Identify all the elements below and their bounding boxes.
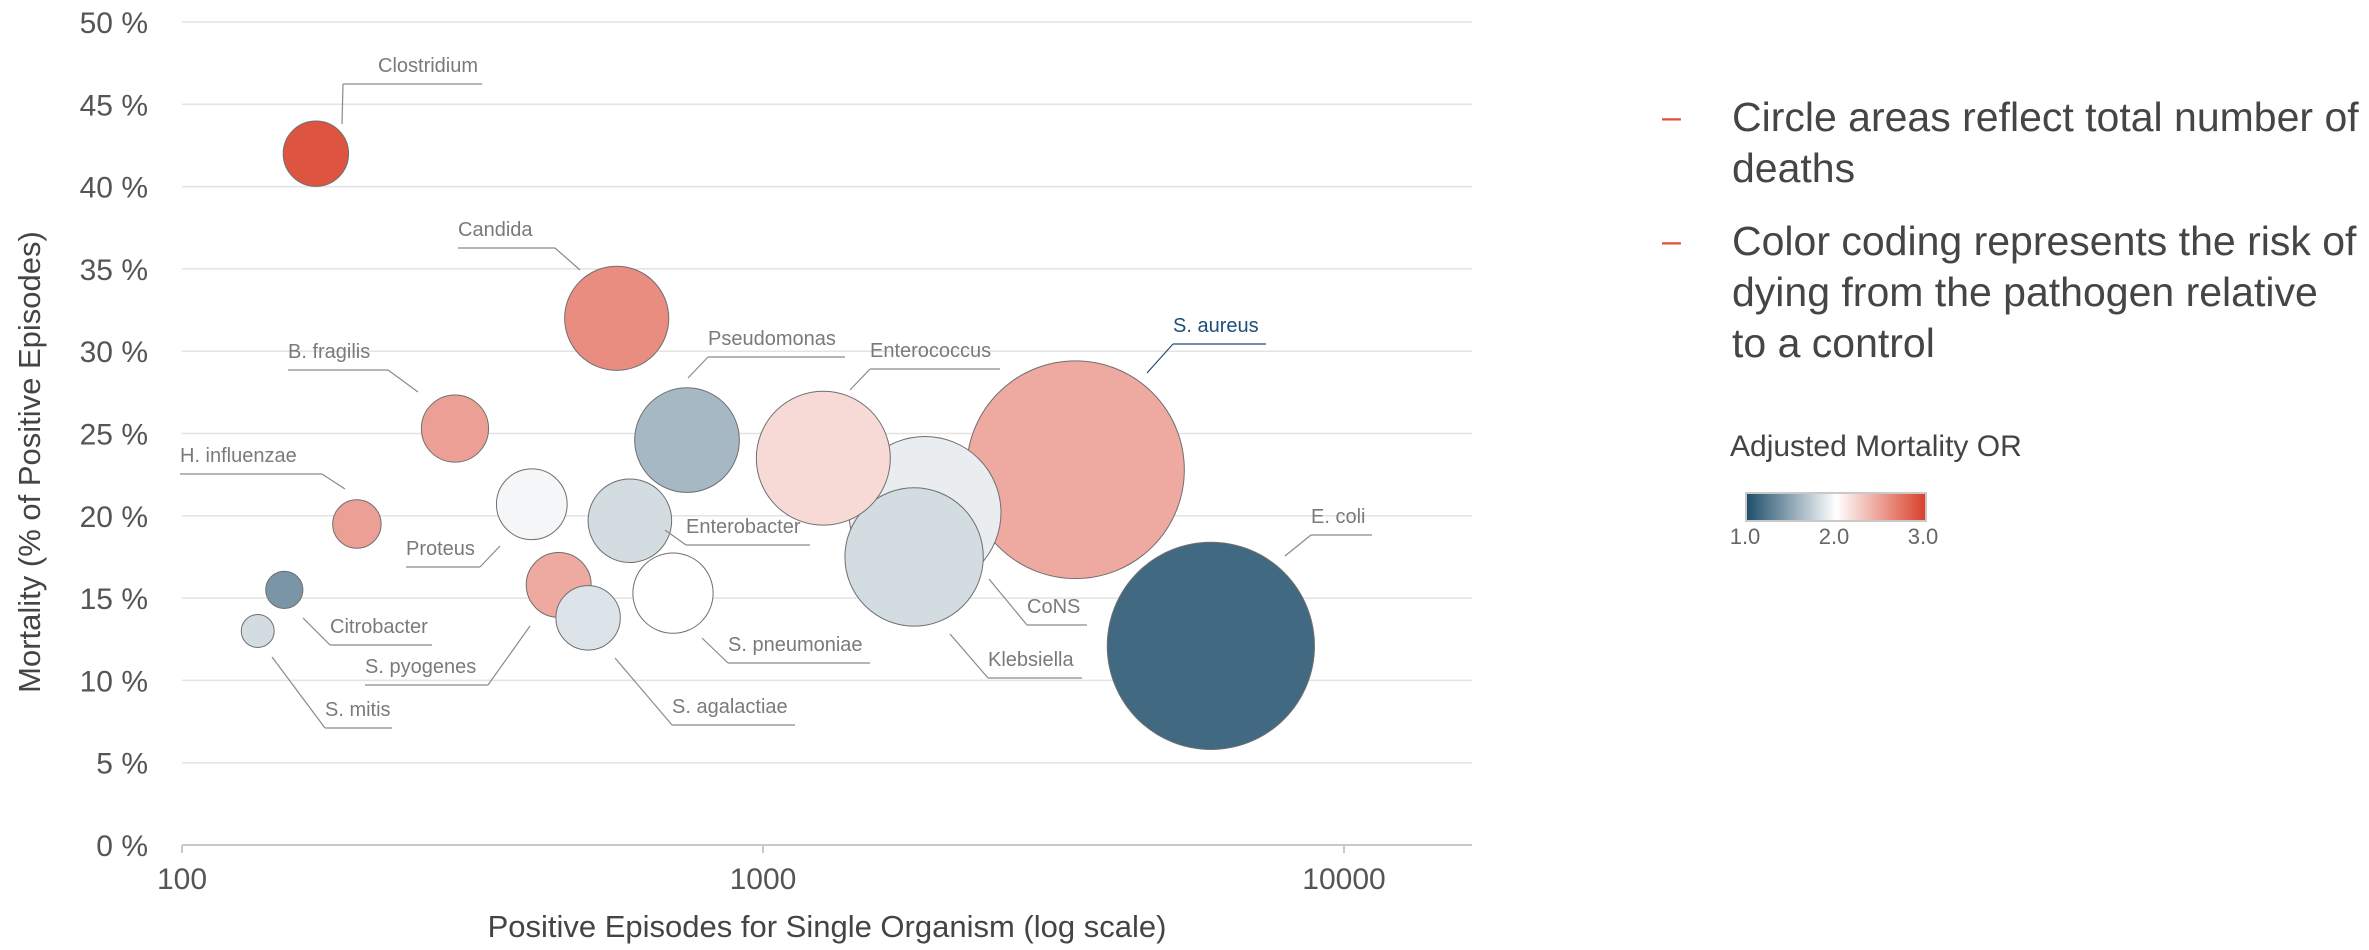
label-clostridium: Clostridium	[378, 55, 478, 77]
y-tick-label: 15 %	[80, 583, 148, 616]
label-s-agalactiae: S. agalactiae	[672, 696, 788, 718]
label-klebsiella: Klebsiella	[988, 649, 1074, 671]
bubble-enterococcus	[755, 390, 891, 526]
leader-line	[701, 637, 729, 664]
y-tick-label: 30 %	[80, 336, 148, 369]
leader-line	[849, 368, 871, 391]
y-tick-label: 40 %	[80, 172, 148, 205]
x-axis-title: Positive Episodes for Single Organism (l…	[488, 909, 1167, 944]
legend-tick-min: 1.0	[1729, 524, 1761, 549]
legend-title: Adjusted Mortality OR	[1730, 430, 2022, 463]
x-tick-label: 10000	[1302, 863, 1385, 896]
bubble-chart: 0 % 5 % 10 % 15 % 20 % 25 % 30 % 35 % 40 % 45 % 50…	[12, 7, 1472, 944]
y-tick-label: 20 %	[80, 501, 148, 534]
leader-line	[479, 545, 501, 568]
label-candida: Candida	[458, 219, 533, 241]
bubble-s-agalactiae	[555, 585, 621, 651]
label-e-coli: E. coli	[1311, 506, 1365, 528]
bubble-candida	[564, 265, 670, 371]
label-s-aureus: S. aureus	[1173, 315, 1259, 337]
y-tick-label: 50 %	[80, 7, 148, 40]
x-axis-ticks: 100 1000 10000	[157, 845, 1386, 896]
bubble-b-fragilis	[420, 394, 490, 463]
label-h-influenzae: H. influenzae	[180, 445, 297, 467]
legend-tick-mid: 2.0	[1818, 524, 1850, 549]
label-enterococcus: Enterococcus	[870, 340, 991, 362]
note-text: Circle areas reflect total number of dea…	[1732, 94, 2359, 191]
label-b-fragilis: B. fragilis	[288, 341, 370, 363]
bubble-citrobacter	[265, 570, 304, 609]
leader-line	[487, 625, 531, 686]
label-s-mitis: S. mitis	[325, 699, 391, 721]
leader-line	[687, 356, 709, 379]
leader-line	[321, 473, 346, 490]
leader-line	[387, 369, 419, 393]
leader-line	[614, 657, 673, 726]
bubble-s-pneumoniae	[632, 552, 714, 634]
legend-tick-max: 3.0	[1907, 524, 1939, 549]
leader-line	[949, 633, 989, 679]
label-s-pneumoniae: S. pneumoniae	[728, 634, 863, 656]
label-enterobacter: Enterobacter	[686, 516, 801, 538]
label-cons: CoNS	[1027, 596, 1080, 618]
bubble-clostridium	[282, 120, 350, 187]
bubble-e-coli	[1106, 541, 1315, 750]
bubble-klebsiella	[844, 487, 984, 627]
bullet-dash: –	[1662, 222, 1681, 260]
note-text: Color coding represents the risk of dyin…	[1732, 218, 2357, 366]
x-tick-label: 100	[157, 863, 207, 896]
note-item: – Color coding represents the risk of dy…	[1660, 216, 2360, 369]
leader-line	[988, 578, 1028, 626]
leader-line	[1146, 343, 1174, 374]
y-axis-ticks: 0 % 5 % 10 % 15 % 20 % 25 % 30 % 35 % 40 % 45 % 50…	[80, 7, 148, 863]
label-s-pyogenes: S. pyogenes	[365, 656, 476, 678]
legend-color-bar	[1745, 492, 1927, 522]
leader-line	[302, 617, 331, 646]
y-tick-label: 45 %	[80, 89, 148, 122]
y-tick-label: 5 %	[96, 748, 148, 781]
bubble-proteus	[495, 468, 568, 541]
bubbles	[240, 120, 1315, 750]
bullet-dash: –	[1662, 98, 1681, 136]
note-item: – Circle areas reflect total number of d…	[1660, 92, 2360, 194]
leader-line	[554, 247, 581, 271]
y-tick-label: 25 %	[80, 419, 148, 452]
bubble-s-aureus	[966, 360, 1185, 580]
label-proteus: Proteus	[406, 538, 475, 560]
label-citrobacter: Citrobacter	[330, 616, 428, 638]
bubble-pseudomonas	[634, 387, 740, 493]
bubble-h-influenzae	[332, 499, 382, 549]
bubble-enterobacter	[587, 478, 673, 564]
y-tick-label: 35 %	[80, 254, 148, 287]
x-tick-label: 1000	[730, 863, 797, 896]
y-tick-label: 0 %	[96, 830, 148, 863]
color-legend: Adjusted Mortality OR 1.0 2.0 3.0	[1725, 430, 2022, 549]
leader-line	[664, 529, 687, 546]
label-pseudomonas: Pseudomonas	[708, 328, 836, 350]
bubble-s-mitis	[240, 614, 275, 648]
y-tick-label: 10 %	[80, 665, 148, 698]
notes-list: – Circle areas reflect total number of d…	[1660, 92, 2360, 391]
y-axis-title: Mortality (% of Positive Episodes)	[12, 231, 47, 693]
leader-line	[271, 656, 326, 729]
leader-line	[1284, 534, 1312, 557]
leader-line	[341, 83, 344, 125]
bubble-labels: Clostridium Candida B. fragilis H. influenz…	[180, 55, 1372, 729]
